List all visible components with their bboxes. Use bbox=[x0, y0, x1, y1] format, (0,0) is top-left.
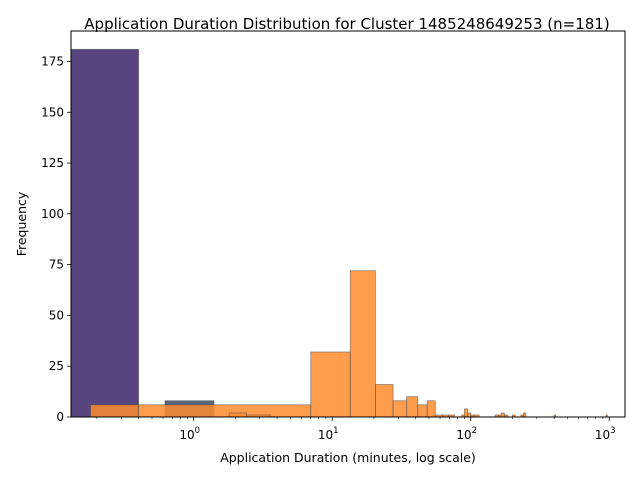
x-tick-label-2: 102 bbox=[456, 426, 477, 442]
bars-layer bbox=[70, 48, 608, 418]
histogram-bar-s2-b9 bbox=[417, 404, 428, 418]
histogram-bar-s2-b25 bbox=[522, 412, 527, 418]
y-tick-label-6: 150 bbox=[41, 105, 64, 119]
histogram-bar-s2-b16 bbox=[467, 412, 472, 418]
x-tick-label-0: 100 bbox=[179, 426, 200, 442]
x-tick-label-1: 101 bbox=[318, 426, 339, 442]
x-axis-label: Application Duration (minutes, log scale… bbox=[220, 450, 476, 465]
x-tick-label-exp-1: 1 bbox=[333, 426, 338, 436]
histogram-bar-s2-b8 bbox=[406, 396, 419, 418]
histogram-bar-s2-b7 bbox=[392, 400, 408, 418]
histogram-bar-s2-b2 bbox=[228, 412, 247, 418]
x-tick-label-exp-3: 3 bbox=[610, 426, 615, 436]
histogram-bar-s2-b1 bbox=[138, 404, 312, 418]
x-tick-label-exp-2: 2 bbox=[472, 426, 477, 436]
x-tick-label-base-1: 10 bbox=[318, 428, 333, 442]
y-tick-label-0: 0 bbox=[56, 410, 64, 424]
y-tick-label-7: 175 bbox=[41, 54, 64, 68]
histogram-bar-s2-b6 bbox=[374, 384, 394, 418]
x-tick-label-base-0: 10 bbox=[179, 428, 194, 442]
y-tick-label-3: 75 bbox=[49, 258, 64, 272]
y-axis-label: Frequency bbox=[14, 191, 29, 256]
y-tick-label-4: 100 bbox=[41, 207, 64, 221]
x-tick-label-3: 103 bbox=[595, 426, 616, 442]
histogram-bar-s2-b10 bbox=[426, 400, 436, 418]
histogram-bar-s2-b15 bbox=[463, 408, 469, 418]
y-tick-label-5: 125 bbox=[41, 156, 64, 170]
x-tick-label-base-2: 10 bbox=[456, 428, 471, 442]
y-tick-label-1: 25 bbox=[49, 359, 64, 373]
histogram-bar-s2-b21 bbox=[500, 412, 505, 418]
x-tick-label-base-3: 10 bbox=[595, 428, 610, 442]
histogram-bar-s2-b5 bbox=[349, 270, 376, 418]
y-tick-label-2: 50 bbox=[49, 308, 64, 322]
chart-title: Application Duration Distribution for Cl… bbox=[84, 15, 609, 33]
histogram-bar-s2-b4 bbox=[310, 351, 351, 418]
plot-frame bbox=[70, 30, 626, 418]
histogram-bar-s0-b0 bbox=[70, 48, 140, 418]
x-tick-label-exp-0: 0 bbox=[195, 426, 200, 436]
histogram-bar-s2-b0 bbox=[90, 404, 140, 418]
